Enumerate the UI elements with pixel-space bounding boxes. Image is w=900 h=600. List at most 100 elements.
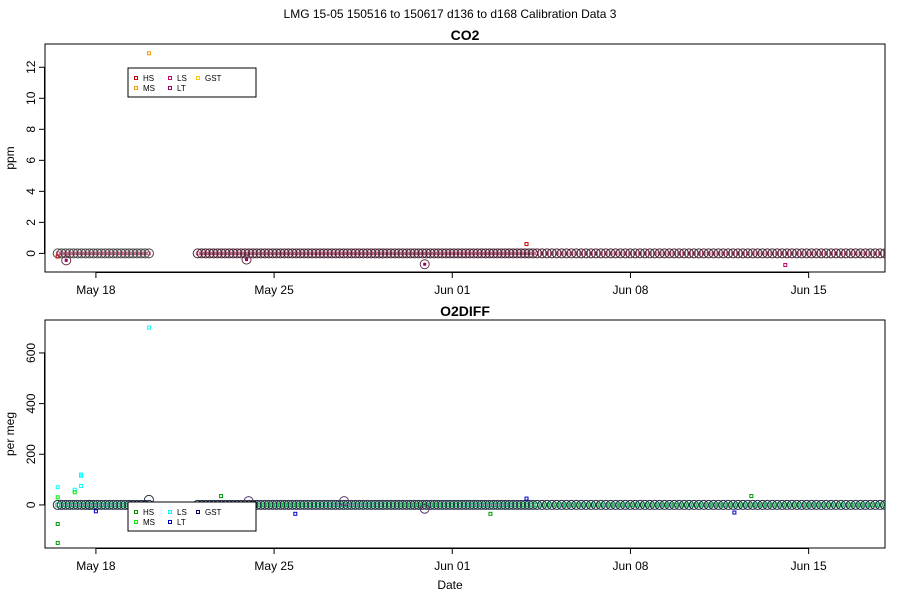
co2-ls-point bbox=[559, 251, 564, 256]
co2-calibration-point bbox=[541, 248, 552, 259]
o2diff-x-tick-label: Jun 15 bbox=[791, 559, 827, 573]
co2-ls-point bbox=[682, 251, 686, 256]
co2-legend-label: GST bbox=[205, 74, 222, 83]
co2-calibration-point bbox=[654, 248, 665, 259]
o2diff-hs-point bbox=[853, 502, 858, 508]
o2diff-calibration-point bbox=[76, 499, 87, 510]
co2-legend-label: HS bbox=[143, 74, 154, 83]
co2-calibration-point bbox=[326, 248, 337, 259]
co2-ls-point bbox=[706, 251, 711, 256]
co2-ls-point bbox=[584, 251, 588, 256]
co2-calibration-point bbox=[196, 248, 207, 259]
co2-ls-point bbox=[603, 251, 608, 256]
o2diff-hs-point bbox=[735, 502, 741, 508]
co2-calibration-point bbox=[334, 248, 345, 259]
o2diff-calibration-point bbox=[429, 499, 440, 510]
co2-calibration-point bbox=[708, 248, 719, 259]
o2diff-hs-point bbox=[750, 502, 756, 508]
o2diff-calibration-point bbox=[826, 499, 837, 510]
o2diff-calibration-point bbox=[374, 499, 385, 510]
co2-calibration-point bbox=[826, 248, 837, 259]
co2-calibration-point bbox=[311, 248, 322, 259]
co2-ls-point bbox=[853, 251, 858, 256]
co2-calibration-point bbox=[835, 248, 846, 259]
co2-calibration-point bbox=[72, 248, 83, 259]
o2diff-calibration-point bbox=[397, 499, 408, 510]
x-axis-label: Date bbox=[437, 578, 463, 592]
co2-calibration-point bbox=[243, 248, 254, 259]
o2diff-hs-point bbox=[539, 502, 545, 508]
co2-calibration-point bbox=[100, 248, 111, 259]
co2-dot-point bbox=[423, 262, 427, 266]
o2diff-calibration-point bbox=[445, 499, 456, 510]
o2diff-hs-point bbox=[554, 502, 560, 508]
o2diff-outlier-point bbox=[55, 521, 60, 526]
co2-x-tick-label: Jun 08 bbox=[612, 283, 648, 297]
o2diff-outlier-point bbox=[79, 473, 84, 478]
o2diff-calibration-point bbox=[338, 499, 349, 510]
o2diff-calibration-point bbox=[762, 499, 773, 510]
o2diff-calibration-point bbox=[576, 499, 587, 510]
o2diff-calibration-point bbox=[831, 499, 842, 510]
co2-calibration-point bbox=[752, 248, 763, 259]
co2-ls-point bbox=[790, 251, 794, 256]
co2-y-tick-label: 10 bbox=[24, 91, 38, 105]
o2diff-hs-point bbox=[676, 502, 682, 508]
o2diff-calibration-point bbox=[880, 499, 885, 510]
o2diff-y-tick-label: 400 bbox=[24, 393, 38, 413]
o2diff-outlier-point bbox=[55, 495, 60, 500]
o2diff-calibration-point bbox=[441, 499, 452, 510]
co2-outlier-point bbox=[146, 51, 151, 56]
co2-ls-point bbox=[608, 251, 613, 256]
co2-calibration-point bbox=[287, 248, 298, 259]
co2-calibration-point bbox=[358, 248, 369, 259]
co2-calibration-point bbox=[782, 248, 793, 259]
co2-calibration-point bbox=[742, 248, 753, 259]
co2-calibration-point bbox=[723, 248, 734, 259]
co2-calibration-point bbox=[295, 248, 306, 259]
co2-calibration-point bbox=[860, 248, 871, 259]
o2diff-legend-marker bbox=[134, 520, 138, 524]
o2diff-x-tick-label: Jun 01 bbox=[434, 559, 470, 573]
co2-calibration-point bbox=[718, 248, 729, 259]
co2-calibration-point bbox=[421, 248, 432, 259]
o2diff-ring-point bbox=[419, 503, 430, 514]
co2-ls-point bbox=[799, 251, 804, 256]
o2diff-calibration-point bbox=[811, 499, 822, 510]
o2diff-hs-point bbox=[774, 502, 780, 508]
co2-calibration-point bbox=[464, 248, 475, 259]
co2-calibration-point bbox=[875, 248, 885, 259]
o2diff-calibration-point bbox=[472, 499, 483, 510]
co2-calibration-point bbox=[516, 248, 527, 259]
o2diff-calibration-point bbox=[456, 499, 467, 510]
co2-calibration-point bbox=[452, 248, 463, 259]
co2-y-tick-label: 4 bbox=[24, 188, 38, 195]
co2-calibration-point bbox=[698, 248, 709, 259]
o2diff-calibration-point bbox=[669, 499, 680, 510]
o2diff-hs-point bbox=[794, 502, 800, 508]
o2diff-calibration-point bbox=[693, 499, 704, 510]
co2-calibration-point bbox=[92, 248, 103, 259]
o2diff-title: O2DIFF bbox=[440, 303, 490, 319]
o2diff-hs-point bbox=[872, 502, 878, 508]
co2-ls-point bbox=[569, 251, 574, 256]
co2-calibration-point bbox=[551, 248, 562, 259]
o2diff-calibration-point bbox=[405, 499, 416, 510]
co2-calibration-point bbox=[200, 248, 211, 259]
o2diff-calibration-point bbox=[291, 499, 302, 510]
co2-ls-point bbox=[550, 251, 554, 256]
co2-calibration-point bbox=[397, 248, 408, 259]
o2diff-calibration-point bbox=[875, 499, 885, 510]
co2-ls-point bbox=[687, 251, 691, 256]
o2diff-hs-point bbox=[838, 502, 844, 508]
co2-ls-point bbox=[643, 251, 647, 256]
o2diff-calibration-point bbox=[508, 499, 519, 510]
co2-calibration-point bbox=[417, 248, 428, 259]
co2-ls-point bbox=[736, 251, 740, 256]
co2-calibration-point bbox=[445, 248, 456, 259]
co2-ls-point bbox=[677, 251, 682, 256]
o2diff-outlier-point bbox=[146, 325, 151, 330]
o2diff-calibration-point bbox=[737, 499, 748, 510]
o2diff-hs-point bbox=[745, 502, 751, 508]
co2-calibration-point bbox=[76, 248, 87, 259]
